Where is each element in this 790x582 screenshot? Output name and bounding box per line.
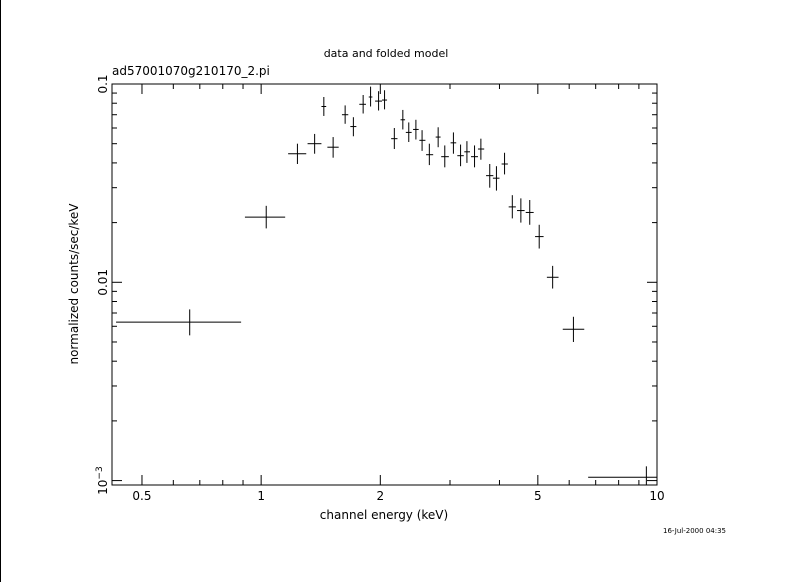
data-point: [359, 95, 366, 114]
data-point: [382, 90, 388, 110]
data-point: [116, 309, 242, 336]
data-point: [426, 143, 434, 166]
data-point: [517, 198, 525, 223]
data-point: [464, 141, 471, 163]
axis-ticks: [112, 83, 658, 485]
x-tick-label: 1: [257, 489, 265, 503]
data-point: [508, 195, 516, 219]
data-point: [327, 137, 339, 158]
data-point: [413, 119, 419, 140]
data-point: [400, 109, 406, 130]
data-point: [321, 96, 327, 116]
y-tick-label: 0.1: [96, 74, 110, 93]
y-axis-label: normalized counts/sec/keV: [67, 203, 81, 365]
data-point: [368, 86, 373, 107]
data-points: [116, 86, 657, 485]
data-point: [471, 145, 478, 168]
data-point: [307, 133, 322, 154]
data-point: [457, 144, 464, 167]
data-point: [501, 152, 508, 175]
plot-frame: [111, 83, 658, 486]
data-point: [535, 224, 544, 249]
x-tick-label: 2: [376, 489, 384, 503]
data-point: [375, 91, 383, 111]
window-left-border: [0, 0, 1, 582]
data-point: [477, 138, 485, 160]
data-point: [450, 132, 457, 154]
chart-subtitle: ad57001070g210170_2.pi: [112, 64, 270, 78]
chart-title: data and folded model: [324, 47, 449, 60]
data-point: [525, 200, 534, 225]
data-point: [441, 145, 449, 168]
data-point: [341, 105, 349, 124]
data-point: [486, 163, 494, 188]
data-point: [405, 122, 412, 142]
x-tick-label: 0.5: [132, 489, 151, 503]
data-point: [588, 466, 657, 485]
data-point: [288, 143, 307, 164]
y-tick-label: 10−3: [95, 466, 110, 495]
data-point: [435, 127, 441, 148]
data-point: [244, 205, 286, 229]
y-tick-exponent: −3: [95, 466, 105, 479]
y-tick-label: 0.01: [96, 269, 110, 296]
x-tick-label: 5: [534, 489, 542, 503]
axis-tick-labels: 0.5 1 2 5 10 0.1 0.01 10−3: [95, 74, 665, 503]
plot-timestamp: 16-Jul-2000 04:35: [663, 527, 726, 535]
data-point: [562, 316, 585, 342]
data-point: [546, 265, 559, 289]
data-point: [419, 130, 426, 151]
x-tick-label: 10: [649, 489, 664, 503]
data-point: [391, 127, 398, 150]
data-point: [350, 117, 357, 137]
x-axis-label: channel energy (keV): [320, 508, 448, 522]
data-point: [492, 166, 500, 191]
